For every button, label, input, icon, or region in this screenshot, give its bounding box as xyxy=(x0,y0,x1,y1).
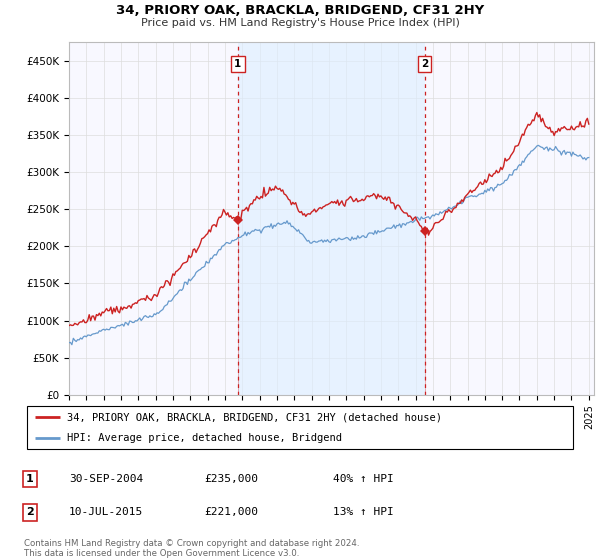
Text: 40% ↑ HPI: 40% ↑ HPI xyxy=(333,474,394,484)
Text: 34, PRIORY OAK, BRACKLA, BRIDGEND, CF31 2HY (detached house): 34, PRIORY OAK, BRACKLA, BRIDGEND, CF31 … xyxy=(67,412,442,422)
Text: 34, PRIORY OAK, BRACKLA, BRIDGEND, CF31 2HY: 34, PRIORY OAK, BRACKLA, BRIDGEND, CF31 … xyxy=(116,4,484,17)
Text: Price paid vs. HM Land Registry's House Price Index (HPI): Price paid vs. HM Land Registry's House … xyxy=(140,18,460,28)
Text: 2: 2 xyxy=(26,507,34,517)
Text: £221,000: £221,000 xyxy=(204,507,258,517)
Text: 1: 1 xyxy=(235,59,242,69)
Bar xyxy=(238,42,425,395)
Text: HPI: Average price, detached house, Bridgend: HPI: Average price, detached house, Brid… xyxy=(67,433,342,444)
FancyBboxPatch shape xyxy=(27,406,573,450)
Text: 30-SEP-2004: 30-SEP-2004 xyxy=(69,474,143,484)
Text: £235,000: £235,000 xyxy=(204,474,258,484)
Text: 2: 2 xyxy=(421,59,428,69)
Text: 1: 1 xyxy=(26,474,34,484)
Text: 10-JUL-2015: 10-JUL-2015 xyxy=(69,507,143,517)
Text: 13% ↑ HPI: 13% ↑ HPI xyxy=(333,507,394,517)
Text: Contains HM Land Registry data © Crown copyright and database right 2024.
This d: Contains HM Land Registry data © Crown c… xyxy=(24,539,359,558)
